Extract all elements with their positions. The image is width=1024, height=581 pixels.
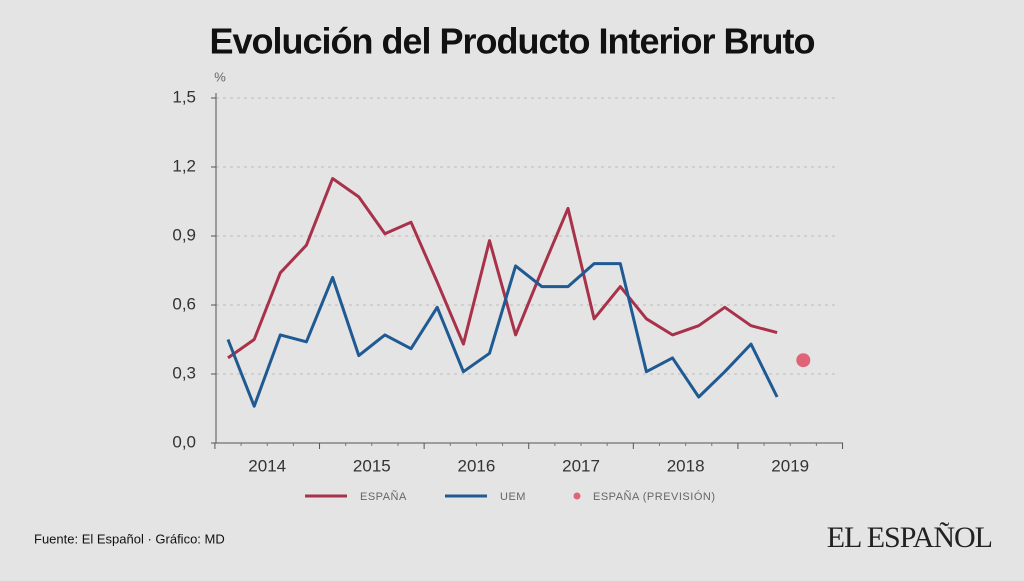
x-tick-label: 2014 [248, 456, 286, 475]
logo: EL ESPAÑOL [827, 521, 992, 554]
series-line [226, 262, 779, 408]
legend-label: ESPAÑA [360, 490, 407, 503]
forecast-dot [796, 353, 811, 368]
source: Fuente: El Español · Gráfico: MD [34, 531, 225, 546]
x-tick-label: 2015 [353, 456, 391, 475]
series-line [227, 177, 778, 360]
y-tick-label: 1,5 [172, 87, 196, 106]
legend-label: ESPAÑA (PREVISIÓN) [593, 490, 716, 503]
y-tick-label: 0,0 [172, 432, 196, 451]
y-unit: % [214, 69, 226, 84]
x-tick-label: 2016 [458, 456, 496, 475]
y-tick-label: 0,3 [172, 363, 196, 382]
y-tick-label: 0,9 [172, 225, 196, 244]
chart-title: Evolución del Producto Interior Bruto [209, 21, 814, 62]
y-tick-label: 1,2 [172, 156, 196, 175]
x-tick-label: 2017 [562, 456, 600, 475]
legend-label: UEM [500, 491, 526, 503]
legend-marker [573, 492, 581, 500]
y-tick-label: 0,6 [172, 294, 196, 313]
x-tick-label: 2019 [771, 456, 809, 475]
x-tick-label: 2018 [667, 456, 705, 475]
